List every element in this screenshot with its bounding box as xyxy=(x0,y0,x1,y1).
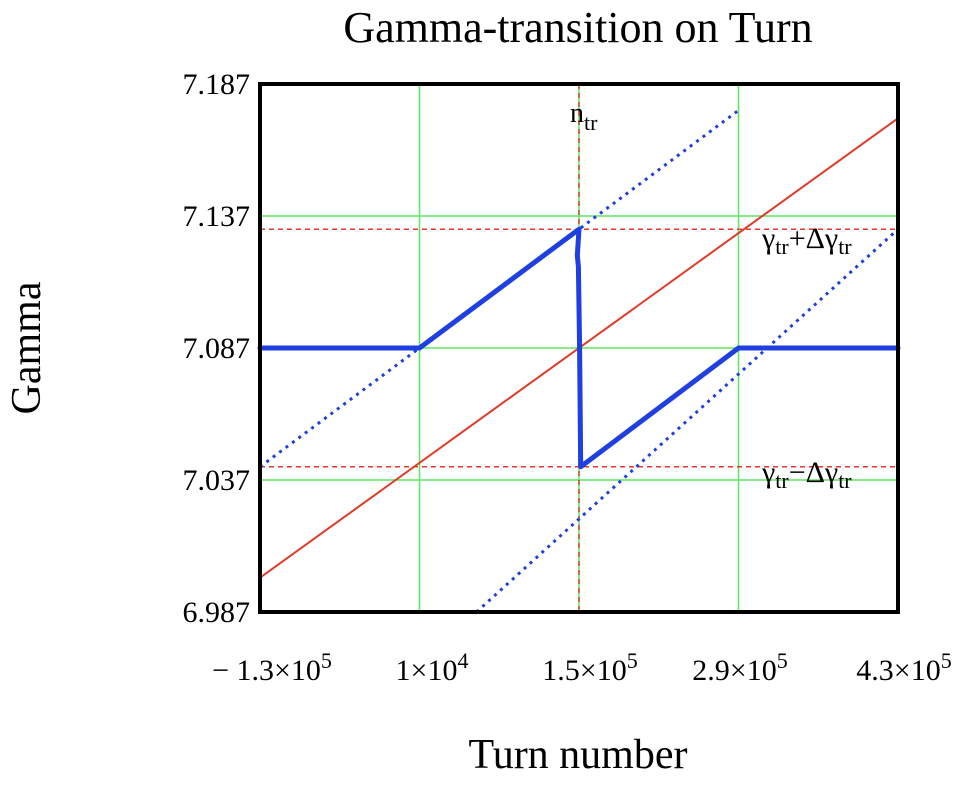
series-gamma-beam xyxy=(257,226,901,470)
series-gamma-minus-offset xyxy=(475,228,900,614)
y-tick-label-3: 7.137 xyxy=(183,200,251,233)
lower-bound-annotation: γtr−Δγtr xyxy=(761,456,852,493)
tick-labels: 6.987 7.037 7.087 7.137 7.187 − 1.3×105 1×104 1… xyxy=(183,68,952,687)
upper-bound-annotation: γtr+Δγtr xyxy=(761,222,852,259)
y-axis-label: Gamma xyxy=(4,281,50,414)
x-axis-label: Turn number xyxy=(469,732,688,778)
chart-title: Gamma-transition on Turn xyxy=(343,3,812,52)
y-tick-label-0: 6.987 xyxy=(183,596,251,629)
x-tick-label-3: 2.9×105 xyxy=(692,648,787,687)
y-tick-label-1: 7.037 xyxy=(183,464,251,497)
x-tick-label-2: 1.5×105 xyxy=(542,648,637,687)
x-tick-label-1: 1×104 xyxy=(396,648,469,687)
x-tick-label-0: − 1.3×105 xyxy=(212,648,332,687)
y-tick-label-4: 7.187 xyxy=(183,68,251,101)
series-lines xyxy=(257,109,901,614)
y-tick-label-2: 7.087 xyxy=(183,332,251,365)
plot-frame xyxy=(258,82,900,614)
x-tick-label-4: 4.3×105 xyxy=(856,648,951,687)
transition-turn-annotation: ntr xyxy=(570,98,598,135)
annotations: ntr γtr+Δγtr γtr−Δγtr xyxy=(570,98,852,493)
